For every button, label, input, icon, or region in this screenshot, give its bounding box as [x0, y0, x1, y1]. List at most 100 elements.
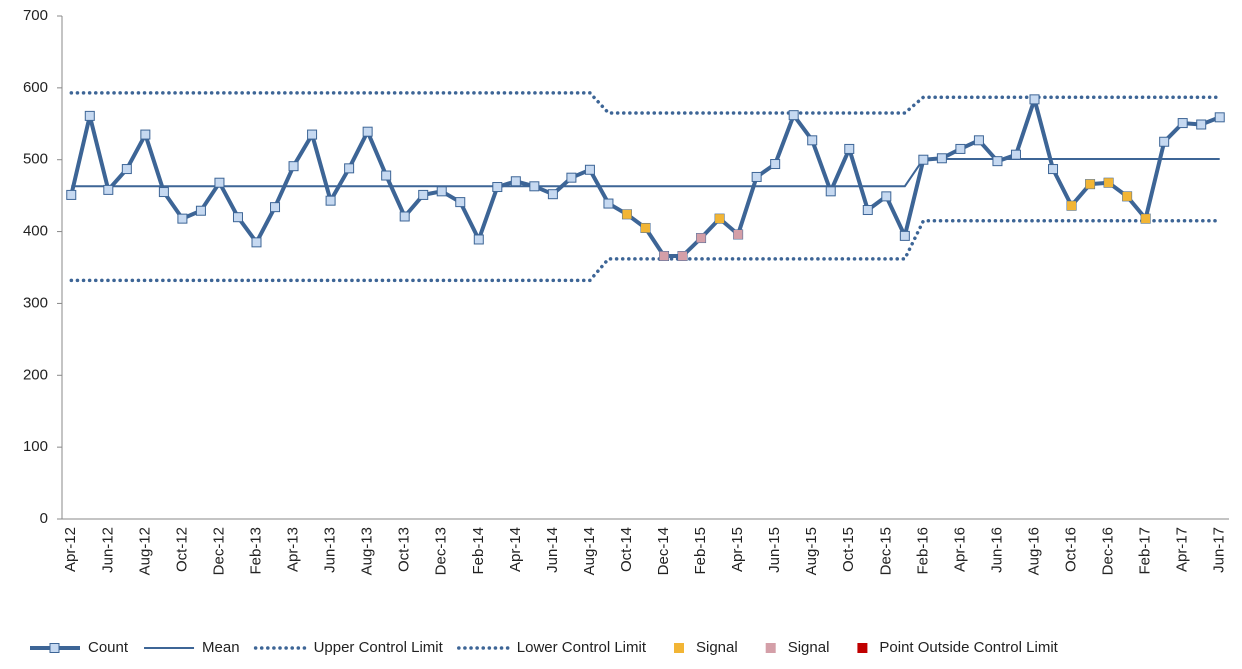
point-marker: [158, 187, 169, 198]
point-marker: [936, 153, 947, 164]
series-line: [69, 91, 1222, 115]
legend-label: Point Outside Control Limit: [879, 639, 1058, 656]
series-line: [71, 158, 1220, 188]
point-marker: [1214, 112, 1225, 123]
y-tick-label: 500: [23, 151, 48, 168]
x-tick-label: Jun-16: [988, 527, 1005, 573]
legend-label: Count: [88, 639, 129, 656]
point-marker: [121, 164, 132, 175]
point-marker: [177, 213, 188, 224]
point-marker: [1067, 201, 1077, 211]
legend-label: Signal: [788, 639, 830, 656]
y-tick-label: 300: [23, 294, 48, 311]
x-tick-label: Oct-15: [840, 527, 857, 572]
point-marker: [195, 205, 206, 216]
x-tick-label: Aug-12: [136, 527, 153, 575]
x-tick-label: Dec-15: [877, 527, 894, 575]
point-marker: [1029, 94, 1040, 105]
point-marker: [622, 209, 632, 219]
legend-swatch: [674, 643, 684, 653]
point-marker: [918, 154, 929, 165]
point-marker: [751, 171, 762, 182]
x-tick-label: Apr-16: [951, 527, 968, 572]
point-marker: [881, 191, 892, 202]
point-marker: [436, 186, 447, 197]
point-marker: [362, 126, 373, 137]
point-marker: [678, 251, 688, 261]
point-marker: [1141, 214, 1151, 224]
x-tick-label: Dec-12: [210, 527, 227, 575]
point-marker: [733, 229, 743, 239]
point-marker: [955, 143, 966, 154]
x-tick-label: Apr-12: [62, 527, 79, 572]
x-tick-label: Apr-14: [507, 527, 524, 572]
x-tick-label: Dec-13: [433, 527, 450, 575]
point-marker: [270, 202, 281, 213]
x-tick-label: Oct-13: [396, 527, 413, 572]
x-tick-label: Apr-13: [285, 527, 302, 572]
x-tick-label: Apr-17: [1174, 527, 1191, 572]
point-marker: [1048, 164, 1059, 175]
x-tick-label: Feb-17: [1137, 527, 1154, 575]
point-marker: [473, 234, 484, 245]
x-tick-label: Oct-12: [173, 527, 190, 572]
legend-label: Mean: [202, 639, 240, 656]
point-marker: [492, 182, 503, 193]
legend-label: Lower Control Limit: [517, 639, 647, 656]
y-tick-label: 100: [23, 438, 48, 455]
point-marker: [418, 189, 429, 200]
point-marker: [103, 184, 114, 195]
point-marker: [1159, 136, 1170, 147]
point-marker: [862, 205, 873, 216]
point-marker: [1085, 179, 1095, 189]
point-marker: [288, 161, 299, 172]
point-marker: [232, 212, 243, 223]
x-tick-label: Jun-12: [99, 527, 116, 573]
x-tick-label: Feb-15: [692, 527, 709, 575]
point-marker: [770, 159, 781, 170]
point-marker: [1196, 119, 1207, 130]
point-marker: [1010, 149, 1021, 160]
x-tick-label: Dec-16: [1100, 527, 1117, 575]
point-marker: [84, 110, 95, 121]
point-marker: [1104, 178, 1114, 188]
x-tick-label: Dec-14: [655, 527, 672, 575]
x-tick-label: Aug-15: [803, 527, 820, 575]
x-tick-label: Feb-16: [914, 527, 931, 575]
point-marker: [344, 163, 355, 174]
y-tick-label: 600: [23, 79, 48, 96]
x-tick-label: Jun-13: [322, 527, 339, 573]
x-tick-label: Aug-14: [581, 527, 598, 575]
point-marker: [899, 230, 910, 241]
point-marker: [566, 172, 577, 183]
point-marker: [696, 233, 706, 243]
point-marker: [825, 186, 836, 197]
point-marker: [641, 223, 650, 233]
point-marker: [807, 135, 818, 146]
y-tick-label: 700: [23, 7, 48, 24]
y-tick-label: 400: [23, 223, 48, 240]
x-tick-label: Feb-13: [247, 527, 264, 575]
point-marker: [547, 189, 558, 200]
point-marker: [251, 237, 262, 248]
legend-label: Signal: [696, 639, 738, 656]
point-marker: [659, 251, 669, 261]
point-marker: [325, 195, 336, 206]
point-marker: [399, 211, 410, 222]
point-marker: [66, 189, 77, 200]
x-tick-label: Jun-17: [1211, 527, 1228, 573]
point-marker: [788, 110, 799, 121]
point-marker: [603, 198, 614, 209]
point-marker: [715, 214, 725, 224]
legend-swatch: [765, 643, 776, 653]
legend-label: Upper Control Limit: [314, 639, 444, 656]
y-tick-label: 0: [40, 510, 48, 527]
point-marker: [455, 197, 466, 208]
series-line: [69, 219, 1222, 283]
x-tick-label: Oct-14: [618, 527, 635, 572]
x-tick-label: Aug-16: [1025, 527, 1042, 575]
point-marker: [973, 135, 984, 146]
point-marker: [214, 177, 225, 188]
point-marker: [510, 176, 521, 187]
